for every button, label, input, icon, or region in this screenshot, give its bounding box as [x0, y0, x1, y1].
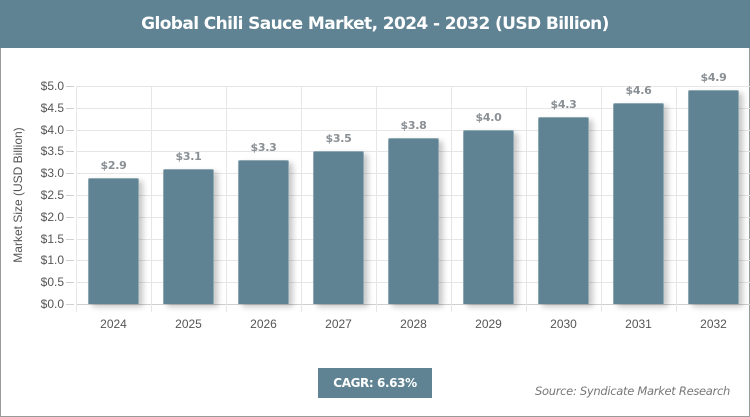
- bar-value-label: $3.1: [175, 149, 202, 163]
- gridline: [676, 86, 677, 312]
- bar-value-label: $3.3: [250, 141, 277, 155]
- x-tick-label: 2032: [700, 317, 727, 331]
- x-tick-label: 2031: [625, 317, 652, 331]
- bar-value-label: $2.9: [100, 158, 127, 172]
- bar-2026: [238, 160, 289, 304]
- bar-value-label: $4.9: [700, 71, 727, 85]
- bar-value-label: $4.3: [550, 97, 577, 111]
- y-tick-label: $0.5: [40, 275, 64, 290]
- gridline: [151, 86, 152, 312]
- y-tick-label: $0.0: [40, 297, 64, 311]
- y-tick-label: $4.0: [40, 122, 64, 137]
- x-tick-label: 2024: [100, 317, 127, 331]
- gridline: [76, 107, 750, 109]
- bar-2025: [163, 168, 214, 304]
- y-tick-mark: [66, 304, 74, 305]
- y-tick-label: $2.5: [40, 188, 64, 202]
- y-tick-mark: [66, 282, 74, 284]
- x-tick-label: 2026: [250, 317, 277, 331]
- bar-2028: [388, 138, 439, 304]
- bar-2027: [313, 151, 364, 304]
- y-tick-mark: [66, 260, 74, 262]
- y-tick-mark: [66, 129, 74, 131]
- x-tick-label: 2029: [475, 317, 502, 331]
- y-tick-mark: [66, 216, 74, 218]
- y-tick-mark: [66, 107, 74, 109]
- bar-value-label: $4.0: [475, 110, 502, 124]
- bar-2030: [538, 116, 589, 304]
- gridline: [76, 86, 750, 87]
- y-tick-label: $1.0: [40, 253, 64, 268]
- bar-2024: [88, 177, 139, 304]
- gridline: [376, 86, 377, 312]
- gridline: [451, 86, 452, 312]
- bar-value-label: $3.5: [325, 132, 352, 146]
- x-tick-label: 2028: [400, 317, 427, 331]
- bar-value-label: $3.8: [400, 119, 427, 133]
- x-tick-label: 2030: [550, 317, 577, 331]
- y-tick-label: $4.5: [40, 100, 64, 115]
- gridline: [76, 304, 750, 305]
- y-tick-mark: [66, 238, 74, 240]
- y-tick-mark: [66, 86, 74, 87]
- y-tick-label: $1.5: [40, 231, 64, 246]
- bar-value-label: $4.6: [625, 84, 652, 98]
- y-tick-label: $3.5: [40, 144, 64, 159]
- bar-2029: [463, 129, 514, 304]
- x-tick-label: 2025: [175, 317, 202, 331]
- bar-2032: [688, 90, 739, 304]
- chart-title: Global Chili Sauce Market, 2024 - 2032 (…: [0, 0, 750, 48]
- x-tick-label: 2027: [325, 317, 352, 331]
- gridline: [301, 86, 302, 312]
- y-tick-label: $5.0: [40, 79, 64, 93]
- gridline: [226, 86, 227, 312]
- gridline: [526, 86, 527, 312]
- gridline: [76, 129, 750, 131]
- y-tick-mark: [66, 151, 74, 153]
- source-note: Source: Syndicate Market Research: [535, 384, 730, 398]
- y-axis-label: Market Size (USD Billion): [11, 127, 25, 263]
- y-tick-mark: [66, 173, 74, 175]
- plot-area: $2.9 $3.1 $3.3 $3.5 $3.8 $4.0 $4.3 $4.6 $4.9: [76, 71, 750, 312]
- y-tick-label: $3.0: [40, 166, 64, 181]
- y-tick-mark: [66, 195, 74, 196]
- cagr-badge: CAGR: 6.63%: [318, 368, 432, 398]
- gridline: [76, 86, 77, 312]
- gridline: [601, 86, 602, 312]
- y-tick-label: $2.0: [40, 209, 64, 224]
- bar-2031: [613, 103, 664, 304]
